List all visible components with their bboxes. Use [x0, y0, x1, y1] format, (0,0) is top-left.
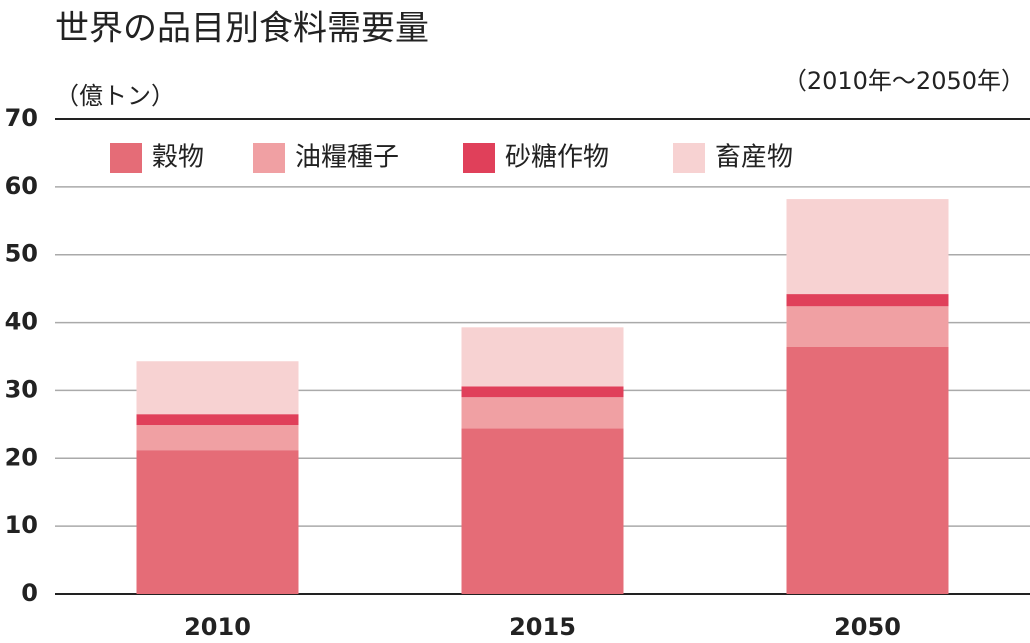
legend-swatch: [463, 143, 495, 173]
chart-title: 世界の品目別食料需要量: [55, 9, 429, 49]
x-tick-label: 2010: [184, 613, 251, 641]
legend-label: 砂糖作物: [505, 143, 609, 173]
x-tick-label: 2015: [509, 613, 576, 641]
x-tick-label: 2050: [834, 613, 901, 641]
bar-segment: [136, 361, 299, 415]
bar-segment: [461, 428, 624, 594]
y-tick-label: 10: [5, 511, 38, 539]
bar-segment: [461, 386, 624, 398]
bar-segment: [786, 199, 949, 295]
bar-segment: [136, 425, 299, 451]
bar-segment: [786, 347, 949, 594]
period-label: （2010年～2050年）: [783, 67, 1025, 95]
y-tick-label: 70: [5, 104, 38, 132]
legend-label: 油糧種子: [295, 143, 399, 173]
legend-swatch: [253, 143, 285, 173]
y-tick-label: 50: [5, 240, 38, 268]
bar-segment: [136, 450, 299, 594]
legend-swatch: [110, 143, 142, 173]
unit-label: （億トン）: [55, 82, 175, 110]
bar-segment: [786, 294, 949, 307]
y-tick-label: 60: [5, 172, 38, 200]
y-tick-label: 30: [5, 375, 38, 403]
legend-label: 穀物: [152, 143, 204, 173]
legend-swatch: [673, 143, 705, 173]
bar-segment: [461, 327, 624, 387]
bar-segment: [136, 414, 299, 426]
y-tick-label: 20: [5, 443, 38, 471]
bar-segment: [461, 397, 624, 429]
bar-segment: [786, 306, 949, 347]
y-tick-label: 0: [21, 579, 38, 607]
y-tick-label: 40: [5, 308, 38, 336]
legend-label: 畜産物: [715, 143, 793, 173]
